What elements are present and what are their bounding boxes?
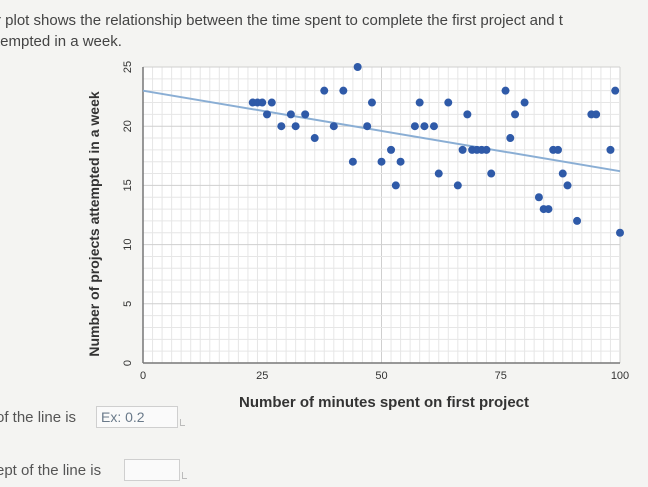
y-tick-label: 5 (122, 301, 134, 307)
x-axis-label: Number of minutes spent on first project (239, 394, 529, 411)
data-point (544, 205, 553, 214)
tick-labels: 0 25 50 75 100 0 5 10 15 20 25 (122, 61, 629, 382)
data-point (320, 86, 329, 95)
data-point (377, 157, 386, 166)
data-point (611, 86, 620, 95)
data-point (573, 216, 582, 225)
data-point (387, 145, 396, 154)
data-point (415, 98, 424, 107)
data-point (367, 98, 376, 107)
grid (142, 66, 621, 364)
data-point (506, 134, 515, 143)
data-point (606, 145, 615, 154)
data-point (310, 134, 319, 143)
data-point (553, 145, 562, 154)
data-point (511, 110, 520, 119)
data-point (458, 145, 467, 154)
data-point (258, 98, 267, 107)
data-point (429, 122, 438, 131)
data-point (616, 228, 624, 237)
data-point (410, 122, 419, 131)
y-tick-label: 0 (122, 360, 134, 366)
x-tick-label: 75 (495, 370, 507, 382)
question-line-2: tempted in a week. (0, 33, 122, 50)
x-tick-label: 25 (256, 370, 268, 382)
question-text: r plot shows the relationship between th… (0, 10, 648, 52)
x-tick-label: 50 (375, 370, 387, 382)
data-point (353, 63, 362, 71)
data-point (487, 169, 496, 178)
y-tick-label: 10 (122, 238, 134, 250)
x-tick-label: 0 (140, 370, 146, 382)
data-point (453, 181, 462, 190)
slope-label: of the line is (0, 409, 77, 426)
data-point (558, 169, 567, 178)
data-point (286, 110, 295, 119)
data-point (391, 181, 400, 190)
data-point (592, 110, 601, 119)
data-points (248, 63, 624, 237)
axes (142, 67, 620, 364)
slope-input-corner (180, 419, 185, 426)
data-point (267, 98, 276, 107)
data-point (520, 98, 529, 107)
intercept-input[interactable] (124, 459, 180, 481)
data-point (339, 86, 348, 95)
intercept-label: ept of the line is (0, 462, 102, 479)
data-point (482, 145, 491, 154)
data-point (291, 122, 300, 131)
data-point (263, 110, 272, 119)
slope-input[interactable] (96, 406, 178, 428)
intercept-input-corner (182, 472, 187, 479)
data-point (434, 169, 443, 178)
x-tick-label: 100 (611, 370, 629, 382)
data-point (348, 157, 357, 166)
data-point (463, 110, 472, 119)
data-point (420, 122, 429, 131)
data-point (301, 110, 310, 119)
data-point (329, 122, 338, 131)
data-point (277, 122, 286, 131)
data-point (501, 86, 510, 95)
trend-line-group (142, 89, 621, 173)
y-tick-label: 20 (122, 120, 134, 132)
data-point (396, 157, 405, 166)
trend-line (142, 89, 621, 173)
question-line-1: r plot shows the relationship between th… (0, 12, 563, 29)
y-tick-label: 25 (122, 61, 134, 73)
data-point (444, 98, 453, 107)
y-tick-label: 15 (122, 179, 134, 191)
data-point (363, 122, 372, 131)
y-axis-label: Number of projects attempted in a week (86, 91, 102, 356)
data-point (534, 193, 543, 202)
data-point (563, 181, 572, 190)
